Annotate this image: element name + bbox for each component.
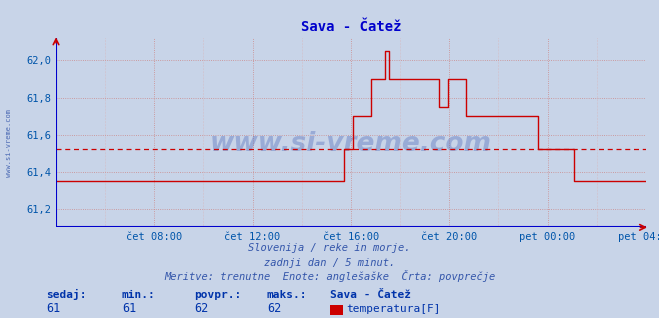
Text: Meritve: trenutne  Enote: anglešaške  Črta: povprečje: Meritve: trenutne Enote: anglešaške Črta… xyxy=(164,270,495,282)
Text: 61: 61 xyxy=(46,302,61,315)
Text: maks.:: maks.: xyxy=(267,290,307,300)
Text: 61: 61 xyxy=(122,302,136,315)
Text: 62: 62 xyxy=(267,302,281,315)
Text: sedaj:: sedaj: xyxy=(46,289,86,300)
Text: 62: 62 xyxy=(194,302,209,315)
Text: Slovenija / reke in morje.: Slovenija / reke in morje. xyxy=(248,243,411,253)
Text: www.si-vreme.com: www.si-vreme.com xyxy=(5,109,12,177)
Text: www.si-vreme.com: www.si-vreme.com xyxy=(210,131,492,157)
Text: povpr.:: povpr.: xyxy=(194,290,242,300)
Text: min.:: min.: xyxy=(122,290,156,300)
Text: Sava - Čatež: Sava - Čatež xyxy=(330,290,411,300)
Text: zadnji dan / 5 minut.: zadnji dan / 5 minut. xyxy=(264,258,395,267)
Title: Sava - Čatež: Sava - Čatež xyxy=(301,20,401,34)
Text: temperatura[F]: temperatura[F] xyxy=(346,304,440,314)
